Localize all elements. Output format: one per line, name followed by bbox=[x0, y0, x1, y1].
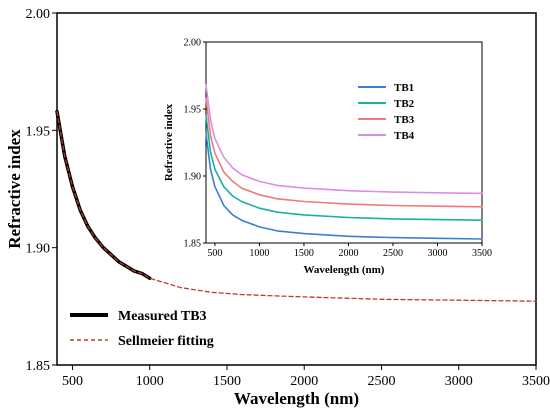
inset-y-axis-title: Refractive index bbox=[163, 103, 175, 181]
inset-y-tick-label: 1.95 bbox=[184, 105, 202, 116]
main-x-tick-label: 2500 bbox=[367, 374, 395, 389]
inset-series-line-0 bbox=[205, 132, 483, 240]
main-legend-label-1: Sellmeier fitting bbox=[118, 334, 214, 349]
main-x-tick-label: 2000 bbox=[290, 374, 318, 389]
main-x-tick-label: 1500 bbox=[213, 374, 241, 389]
inset-x-tick-label: 2000 bbox=[338, 248, 358, 259]
main-chart: 500 1000 1500 2000 2500 3000 3500 1.85 1.90 1.95 2… bbox=[5, 7, 550, 408]
main-series-line-1 bbox=[56, 110, 537, 302]
main-series-line-0 bbox=[55, 109, 152, 280]
inset-x-tick-label: 3500 bbox=[472, 248, 492, 259]
inset-y-tick-label: 1.85 bbox=[184, 239, 202, 250]
main-y-axis-title: Refractive index bbox=[5, 129, 24, 249]
inset-legend-label-0: TB1 bbox=[394, 82, 414, 94]
inset-chart: 500 1000 1500 2000 2500 3000 3500 1.85 1.90 1.95 2… bbox=[163, 38, 492, 277]
inset-x-tick-label: 500 bbox=[207, 248, 222, 259]
main-y-tick-label: 1.95 bbox=[26, 124, 51, 139]
inset-series-line-1 bbox=[205, 114, 483, 221]
inset-series-line-3 bbox=[205, 84, 483, 195]
inset-series-line-2 bbox=[205, 97, 483, 208]
main-x-tick-label: 3500 bbox=[522, 374, 550, 389]
inset-x-tick-label: 2500 bbox=[383, 248, 403, 259]
main-y-tick-label: 2.00 bbox=[26, 7, 51, 22]
inset-x-axis-title: Wavelength (nm) bbox=[304, 264, 385, 276]
inset-legend-label-2: TB3 bbox=[394, 114, 415, 126]
main-x-tick-label: 500 bbox=[62, 374, 83, 389]
main-legend-label-0: Measured TB3 bbox=[118, 309, 207, 324]
inset-legend-label-3: TB4 bbox=[394, 130, 415, 142]
inset-y-tick-label: 1.90 bbox=[184, 172, 202, 183]
main-plot-frame bbox=[56, 12, 537, 366]
inset-y-tick-label: 2.00 bbox=[184, 38, 202, 49]
main-x-tick-label: 1000 bbox=[136, 374, 164, 389]
inset-x-tick-label: 1000 bbox=[249, 248, 269, 259]
inset-plot-frame bbox=[205, 41, 483, 244]
main-y-tick-label: 1.90 bbox=[26, 242, 51, 257]
main-x-tick-label: 3000 bbox=[445, 374, 473, 389]
inset-legend-label-1: TB2 bbox=[394, 98, 415, 110]
inset-x-tick-label: 3000 bbox=[427, 248, 447, 259]
inset-x-tick-label: 1500 bbox=[294, 248, 314, 259]
main-y-tick-label: 1.85 bbox=[26, 359, 51, 374]
main-x-axis-title: Wavelength (nm) bbox=[234, 389, 359, 408]
